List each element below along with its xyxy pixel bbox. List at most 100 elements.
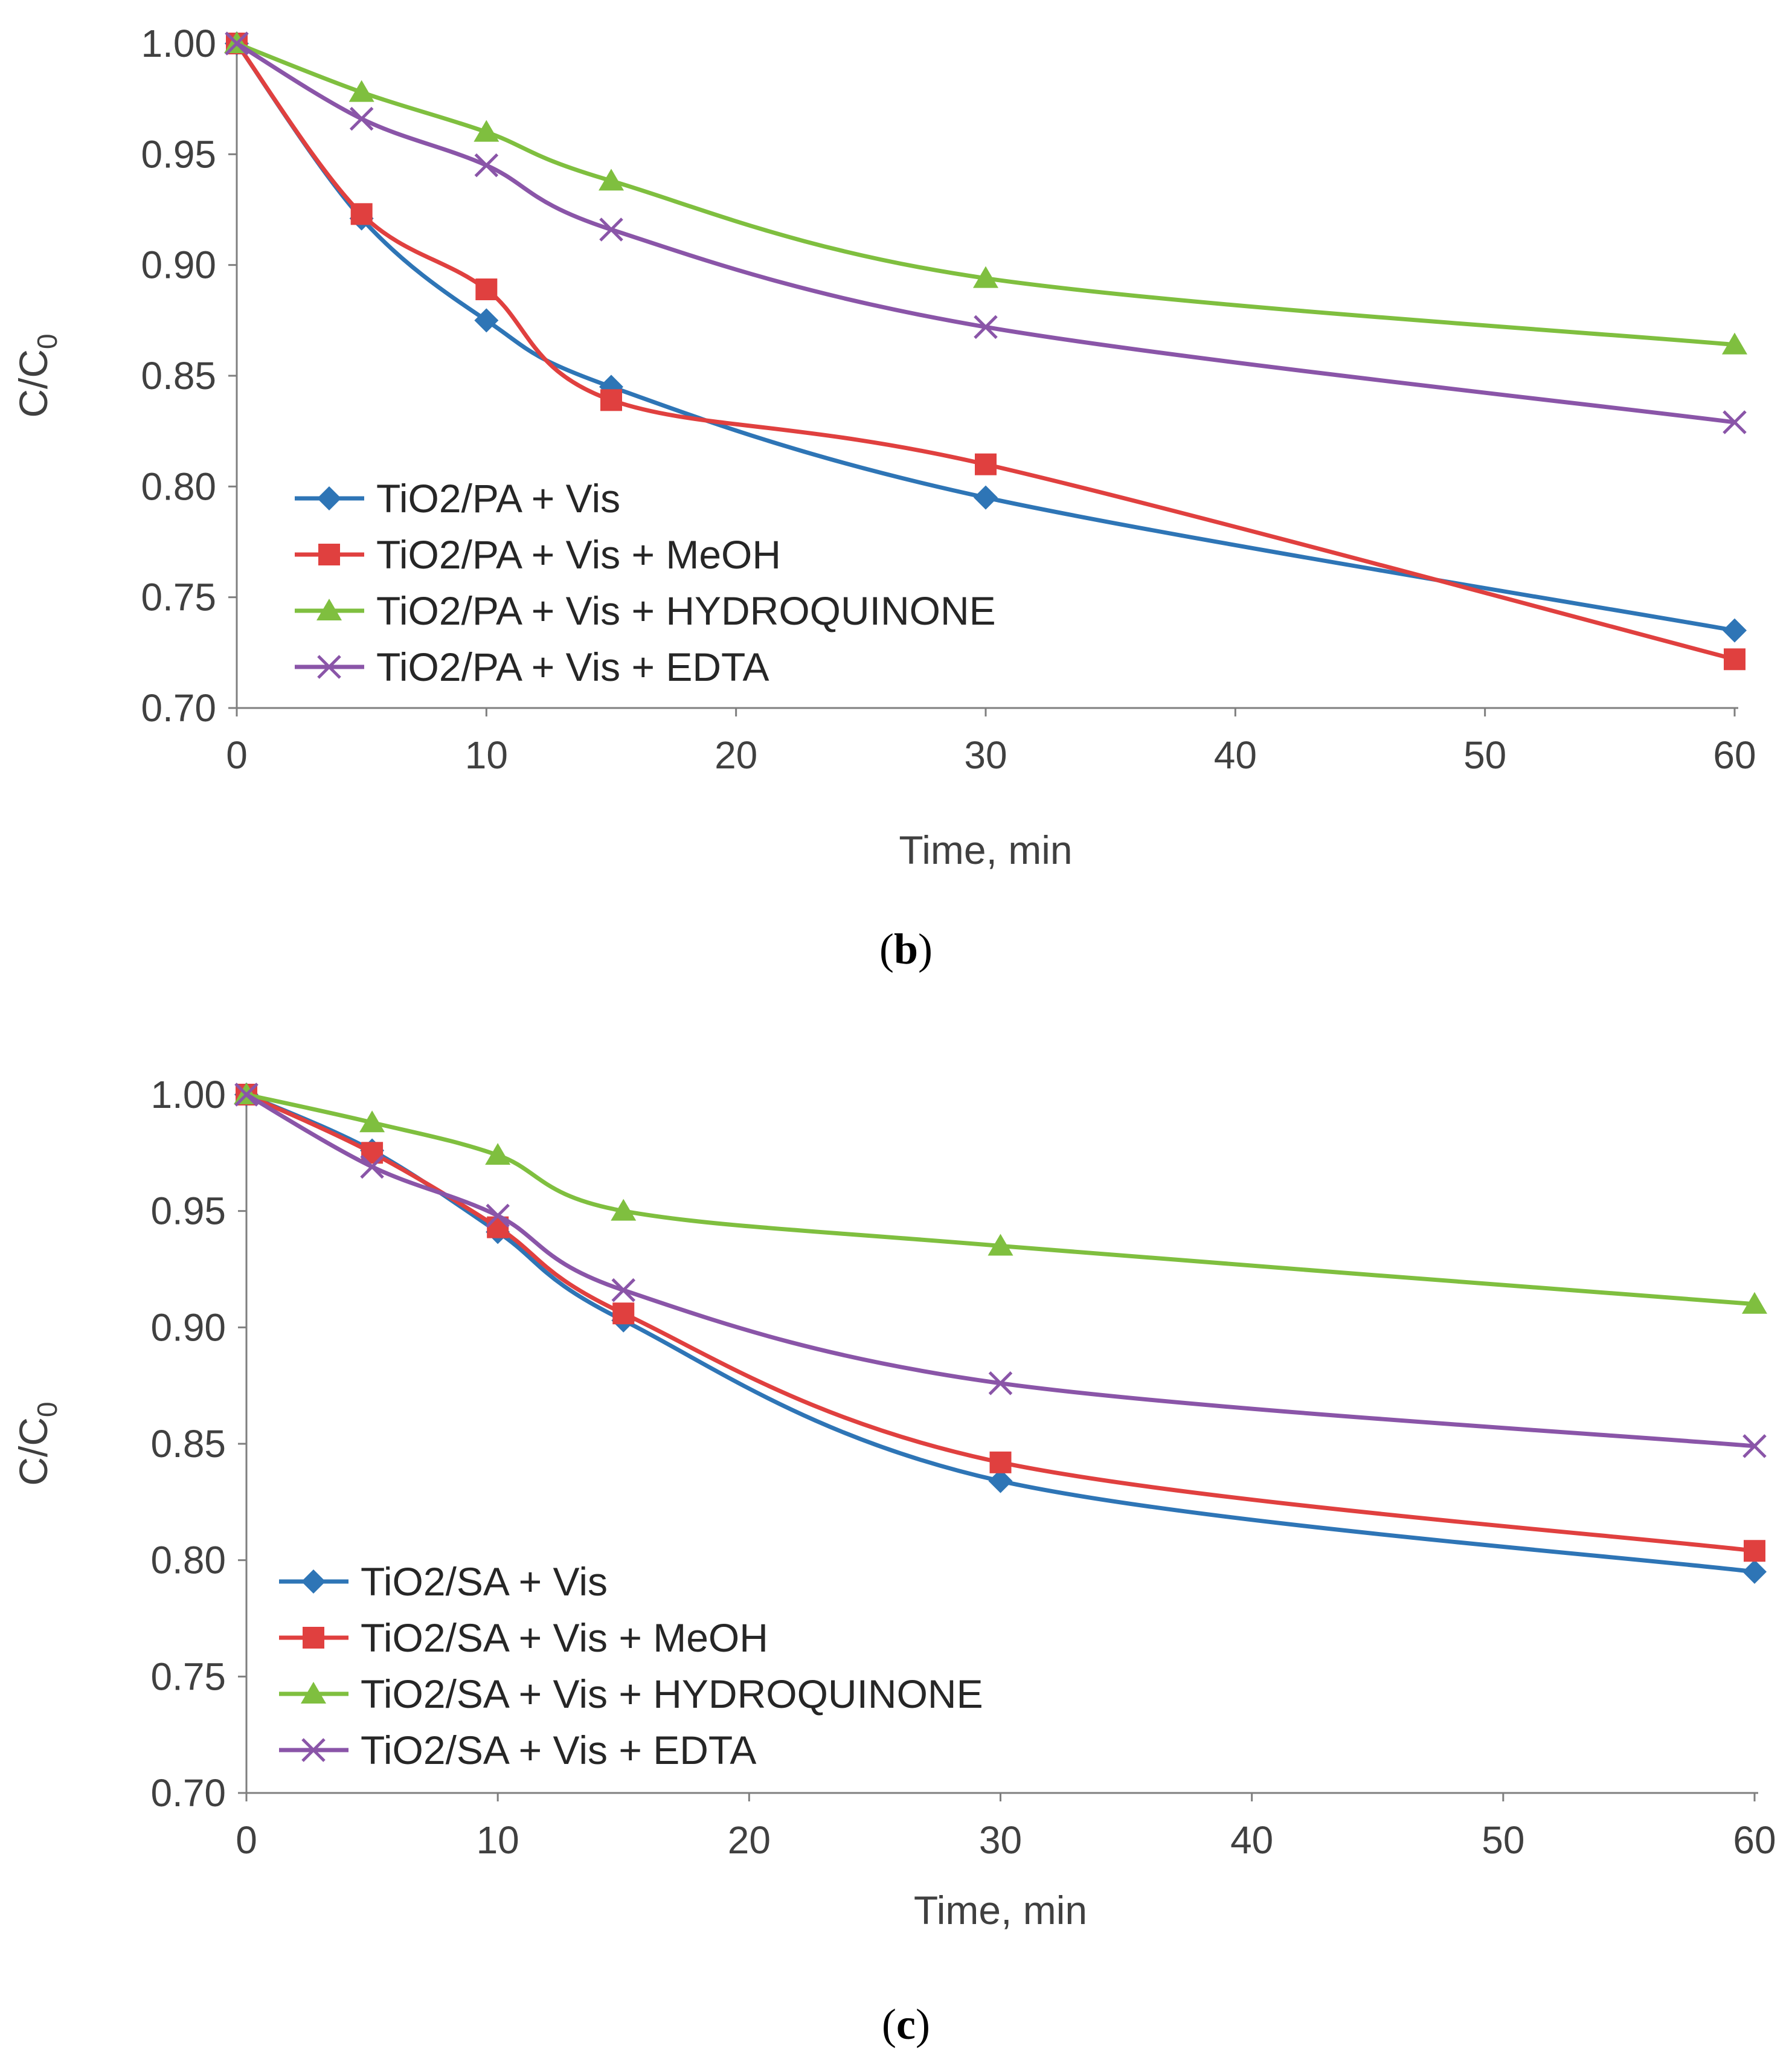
data-point-x <box>486 1203 510 1228</box>
data-point-triangle <box>348 80 374 102</box>
y-axis-title-main: C/C <box>11 1417 56 1486</box>
data-point-diamond <box>474 308 499 333</box>
legend-item: TiO2/SA + Vis <box>279 1559 608 1604</box>
data-point-square <box>989 1451 1012 1473</box>
y-tick-label: 1.00 <box>150 1073 226 1116</box>
legend-item: TiO2/SA + Vis + HYDROQUINONE <box>279 1672 983 1716</box>
x-tick-label: 10 <box>465 733 508 777</box>
y-tick-label: 0.90 <box>141 243 216 287</box>
data-point-triangle <box>599 169 624 191</box>
y-tick-label: 0.70 <box>150 1771 226 1815</box>
y-axis-title-subscript: 0 <box>31 1401 63 1417</box>
legend-marker-square <box>318 544 340 565</box>
chart-panel-c: 0.70 0.75 0.80 0.85 0.90 0.95 1.00 0 10 20 30 40 50 6… <box>11 1073 1776 2048</box>
legend-label: TiO2/PA + Vis + EDTA <box>376 645 769 689</box>
y-axis-title: C/C0 <box>11 1401 63 1485</box>
y-tick-label: 0.75 <box>141 576 216 619</box>
data-point-diamond <box>988 1469 1013 1493</box>
legend-item: TiO2/SA + Vis + EDTA <box>279 1728 756 1772</box>
y-tick-label: 0.80 <box>150 1539 226 1582</box>
x-tick-label: 50 <box>1482 1818 1524 1862</box>
legend: TiO2/SA + Vis TiO2/SA + Vis + MeOH TiO2/SA… <box>279 1559 983 1772</box>
data-point-triangle <box>988 1234 1013 1256</box>
y-axis-title-main: C/C <box>11 349 56 418</box>
y-axis-title-subscript: 0 <box>31 333 63 349</box>
series-triangle <box>224 31 1747 355</box>
legend-label: TiO2/SA + Vis <box>361 1559 608 1604</box>
data-point-triangle <box>359 1110 385 1133</box>
series-line <box>244 1092 1757 1574</box>
data-point-x <box>349 106 374 131</box>
legend-item: TiO2/PA + Vis + EDTA <box>295 645 769 689</box>
x-tick-label: 30 <box>964 733 1007 777</box>
legend-label: TiO2/PA + Vis + HYDROQUINONE <box>376 588 996 633</box>
series-line <box>244 1092 1757 1449</box>
y-tick-label: 0.70 <box>141 686 216 730</box>
data-point-triangle <box>1742 1292 1767 1314</box>
series-line <box>234 41 1737 425</box>
x-axis-title: Time, min <box>899 828 1072 872</box>
y-tick-label: 0.90 <box>150 1305 226 1349</box>
data-point-x <box>1723 410 1747 434</box>
legend-marker-diamond <box>317 486 341 510</box>
legend-marker-square <box>303 1627 324 1649</box>
data-point-diamond <box>1742 1559 1767 1584</box>
legend-label: TiO2/SA + Vis + HYDROQUINONE <box>361 1672 983 1716</box>
data-point-square <box>975 453 997 475</box>
y-axis-title: C/C0 <box>11 333 63 417</box>
data-point-diamond <box>974 485 998 510</box>
x-tick-label: 0 <box>226 733 248 777</box>
x-tick-label: 20 <box>728 1818 771 1862</box>
series-x <box>234 1083 1767 1458</box>
panel-caption: (b) <box>879 925 933 973</box>
legend-marker-triangle <box>301 1682 326 1704</box>
data-point-x <box>474 153 499 178</box>
x-tick-label: 40 <box>1214 733 1257 777</box>
data-point-square <box>1744 1540 1765 1562</box>
legend-marker-diamond <box>301 1569 326 1594</box>
legend-item: TiO2/PA + Vis + MeOH <box>295 532 781 577</box>
y-tick-label: 0.95 <box>150 1189 226 1233</box>
x-tick-label: 20 <box>715 733 757 777</box>
data-point-triangle <box>485 1143 511 1165</box>
data-point-square <box>612 1302 635 1325</box>
data-point-x <box>988 1371 1013 1395</box>
legend-marker-x <box>317 655 341 679</box>
data-point-x <box>611 1278 636 1302</box>
legend-item: TiO2/SA + Vis + MeOH <box>279 1615 768 1660</box>
x-tick-label: 40 <box>1230 1818 1273 1862</box>
data-point-square <box>1724 648 1745 671</box>
chart-panel-b: 0.70 0.75 0.80 0.85 0.90 0.95 1.00 0 10 20 30 40 50 6… <box>11 22 1756 973</box>
y-tick-label: 1.00 <box>141 22 216 65</box>
x-axis-title: Time, min <box>914 1888 1087 1932</box>
y-tick-label: 0.75 <box>150 1655 226 1698</box>
legend-marker-x <box>301 1738 326 1762</box>
data-point-x <box>1742 1434 1767 1458</box>
legend-label: TiO2/SA + Vis + MeOH <box>361 1615 768 1660</box>
series-diamond <box>234 1083 1767 1584</box>
series-line <box>234 41 1737 347</box>
data-point-square <box>475 278 498 300</box>
legend-item: TiO2/PA + Vis <box>295 476 620 521</box>
data-point-triangle <box>973 266 998 288</box>
legend: TiO2/PA + Vis TiO2/PA + Vis + MeOH TiO2/PA… <box>295 476 996 689</box>
x-tick-label: 0 <box>236 1818 257 1862</box>
x-tick-label: 50 <box>1463 733 1506 777</box>
x-tick-label: 60 <box>1713 733 1756 777</box>
y-tick-label: 0.85 <box>141 354 216 397</box>
series-triangle <box>234 1083 1767 1314</box>
legend-label: TiO2/PA + Vis + MeOH <box>376 532 781 577</box>
legend-marker-triangle <box>316 599 342 620</box>
data-point-diamond <box>1723 618 1747 643</box>
data-point-square <box>350 203 373 225</box>
data-point-square <box>600 389 622 411</box>
data-point-triangle <box>1722 332 1747 355</box>
legend-item: TiO2/PA + Vis + HYDROQUINONE <box>295 588 996 633</box>
series-line <box>244 1092 1757 1307</box>
data-point-x <box>234 1083 259 1107</box>
panel-caption-letter: b <box>894 925 918 973</box>
data-point-x <box>599 217 623 242</box>
y-tick-label: 0.80 <box>141 465 216 508</box>
legend-label: TiO2/PA + Vis <box>376 476 620 521</box>
